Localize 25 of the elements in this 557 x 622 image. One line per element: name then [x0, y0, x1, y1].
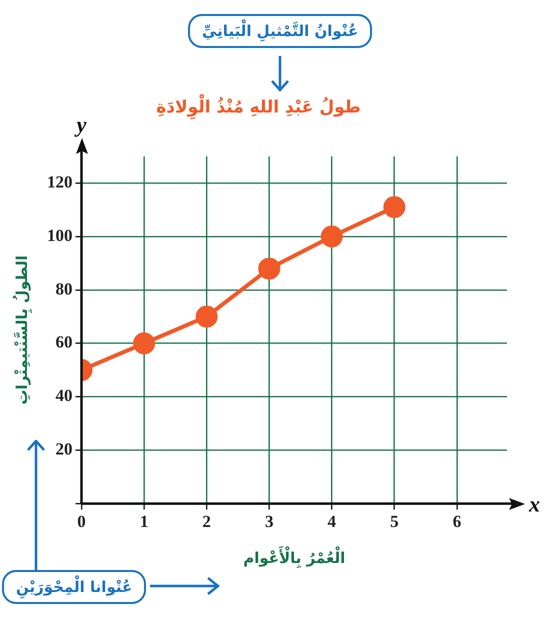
text: عُنْوانُ التَّمْثيلِ الْبَيانِيِّ	[188, 14, 372, 48]
y-tick-label: 20	[56, 440, 72, 459]
point	[320, 226, 343, 248]
x-axis-title: الْعُمْرُ بِالْأَعْوام	[243, 546, 346, 569]
y-tick-label: 40	[56, 386, 72, 406]
y-tick-label: 120	[47, 172, 72, 192]
point	[383, 196, 406, 218]
y-tick-label: 100	[47, 226, 72, 245]
text: x	[528, 491, 540, 516]
text: عُنْوانا الْمِحْوَرَيْنِ	[2, 570, 146, 604]
x-tick-label: 5	[390, 512, 399, 532]
x-tick-label: 6	[452, 512, 462, 532]
point	[258, 258, 280, 280]
x-tick-label: 1	[140, 512, 148, 532]
y-axis-title: الطولُ بِالسَّنْتيمِتْراتِ	[12, 255, 33, 405]
point	[196, 306, 218, 328]
y-tick-label: 80	[56, 279, 72, 298]
point	[133, 332, 156, 354]
chart-title: طولُ عَبْدِ اللهِ مُنْذُ الْوِلادَةِ	[156, 94, 361, 120]
text: y	[74, 112, 87, 138]
x-tick-label: 3	[264, 512, 274, 532]
x-tick-label: 4	[328, 512, 337, 532]
x-tick-label: 0	[77, 512, 86, 532]
x-tick-label: 2	[202, 512, 211, 532]
y-tick-label: 60	[56, 332, 72, 352]
